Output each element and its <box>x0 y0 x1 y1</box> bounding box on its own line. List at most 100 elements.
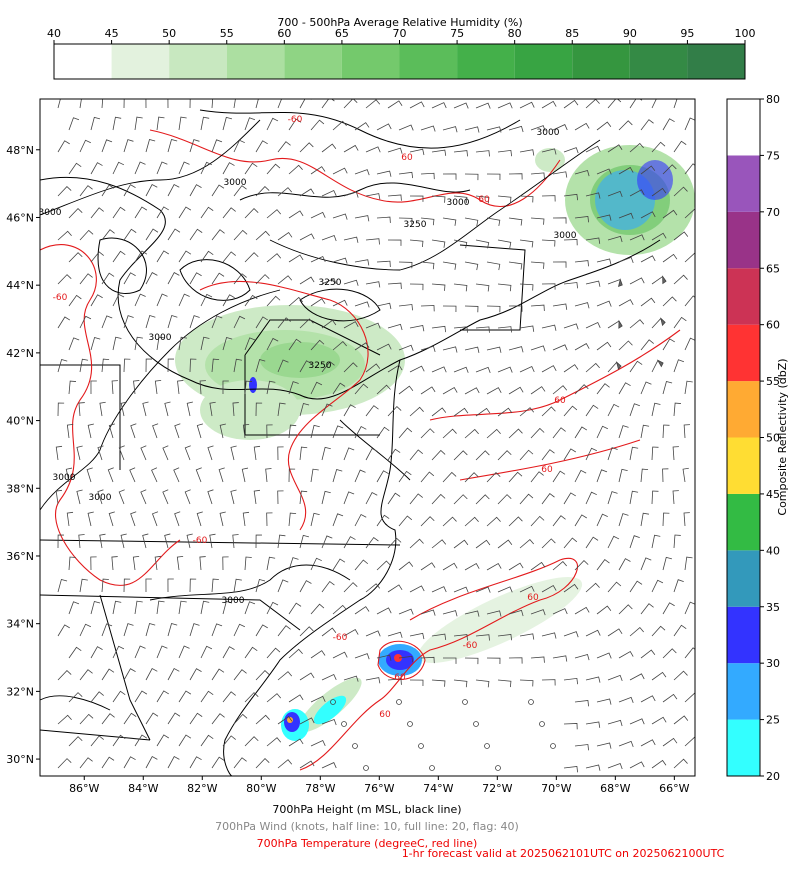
wind-barb <box>585 629 601 637</box>
wind-barb <box>233 669 247 681</box>
colorbar-tick-label: 100 <box>735 27 756 40</box>
wind-barb <box>475 102 491 109</box>
wind-barb <box>475 195 490 204</box>
wind-barb <box>684 556 693 571</box>
wind-barb <box>376 607 392 615</box>
wind-barb <box>57 624 70 637</box>
height-contour-label: 3000 <box>222 596 245 606</box>
wind-barb <box>299 626 314 637</box>
temperature-contour-label: -60 <box>53 293 68 303</box>
wind-barb <box>108 423 116 439</box>
wind-barb <box>189 99 191 109</box>
wind-barb <box>200 336 210 351</box>
wind-barb <box>552 427 566 439</box>
wind-barb <box>409 538 424 549</box>
calm-wind <box>429 765 435 771</box>
wind-barb <box>343 491 355 505</box>
wind-barb <box>585 237 601 244</box>
wind-barb <box>108 511 115 527</box>
wind-barb <box>90 251 104 263</box>
colorbar-segment <box>727 437 760 494</box>
wind-barb <box>253 445 261 461</box>
wind-barb <box>321 143 337 153</box>
wind-barb <box>596 121 612 131</box>
wind-barb <box>640 424 650 439</box>
wind-barb <box>662 512 670 527</box>
wind-barb <box>629 446 639 461</box>
wind-barb <box>365 322 381 329</box>
wind-barb <box>90 207 104 219</box>
wind-barb <box>519 366 535 373</box>
wind-barb <box>332 558 346 571</box>
wind-barb <box>552 217 567 224</box>
wind-barb <box>277 490 284 505</box>
wind-barb <box>585 192 601 199</box>
wind-barb <box>321 361 335 373</box>
wind-barb <box>563 405 578 417</box>
wind-barb <box>387 100 403 109</box>
wind-barb <box>651 446 659 461</box>
wind-barb <box>442 471 457 483</box>
wind-barb <box>277 141 291 153</box>
wind-barb <box>211 623 223 637</box>
wind-barb <box>442 657 457 664</box>
wind-barb <box>244 117 256 131</box>
wind-barb <box>596 168 612 175</box>
wind-barb <box>222 294 235 307</box>
wind-barb <box>409 679 424 686</box>
wind-barb <box>453 326 468 333</box>
wind-barb <box>79 578 88 593</box>
wind-flag <box>662 275 667 285</box>
wind-barb <box>354 342 370 351</box>
wind-barb <box>189 272 202 285</box>
wind-barb <box>97 489 104 505</box>
wind-barb <box>563 766 578 773</box>
wind-barb <box>420 217 435 226</box>
wind-barb <box>420 345 436 352</box>
wind-barb <box>244 208 259 219</box>
wind-barb <box>310 695 326 703</box>
wind-barb <box>541 406 556 417</box>
wind-barb <box>530 304 545 311</box>
wind-barb <box>189 139 200 153</box>
wind-barb <box>332 382 346 395</box>
wind-barb <box>120 533 127 549</box>
wind-barb <box>376 216 391 223</box>
wind-barb <box>640 255 656 263</box>
wind-barb <box>431 539 447 549</box>
wind-barb <box>398 515 413 527</box>
wind-barb <box>123 756 136 769</box>
colorbar-segment <box>727 211 760 269</box>
calm-wind <box>352 743 358 749</box>
wind-barb <box>376 560 391 571</box>
wind-barb <box>130 511 137 527</box>
wind-barb <box>530 386 546 395</box>
wind-barb <box>387 282 402 289</box>
wind-barb <box>387 194 402 201</box>
wind-barb <box>68 117 80 131</box>
wind-barb <box>387 405 402 417</box>
wind-barb <box>442 516 457 527</box>
lat-tick-label: 44°N <box>6 279 34 292</box>
wind-barb <box>288 118 302 131</box>
wind-barb <box>332 213 348 220</box>
wind-barb <box>486 387 502 395</box>
wind-barb <box>519 539 535 549</box>
wind-barb <box>607 535 620 549</box>
wind-barb <box>475 150 490 157</box>
wind-barb <box>321 319 337 329</box>
wind-barb <box>162 489 169 505</box>
wind-barb <box>299 233 315 241</box>
wind-barb <box>233 139 245 153</box>
wind-barb <box>673 579 684 593</box>
wind-barb <box>57 359 68 373</box>
wind-barb <box>299 188 315 197</box>
wind-barb <box>673 140 687 153</box>
wind-barb <box>376 384 391 395</box>
wind-barb <box>68 294 82 307</box>
wind-barb <box>672 490 679 505</box>
wind-barb <box>585 404 599 417</box>
wind-barb <box>662 118 675 131</box>
wind-barb <box>442 173 457 180</box>
wind-barb <box>596 383 610 395</box>
